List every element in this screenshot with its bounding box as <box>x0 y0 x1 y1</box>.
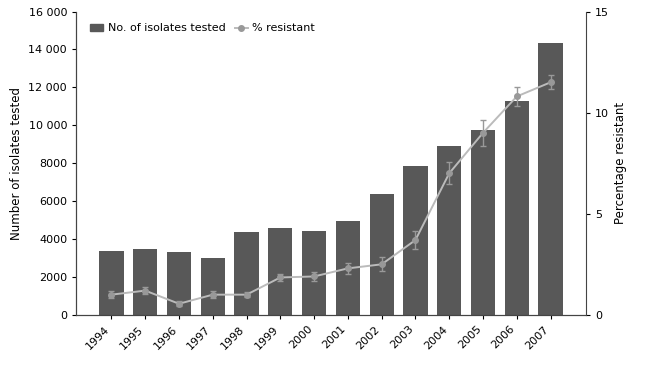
Bar <box>167 252 191 315</box>
Bar <box>471 130 495 315</box>
Bar <box>302 230 326 315</box>
Bar <box>201 258 225 315</box>
Y-axis label: Percentage resistant: Percentage resistant <box>614 102 628 224</box>
Bar <box>403 166 428 315</box>
Bar <box>538 43 563 315</box>
Bar <box>437 146 461 315</box>
Bar <box>369 194 394 315</box>
Bar <box>504 101 529 315</box>
Bar <box>234 232 259 315</box>
Bar <box>99 252 124 315</box>
Legend: No. of isolates tested, % resistant: No. of isolates tested, % resistant <box>87 20 318 37</box>
Bar <box>268 228 293 315</box>
Y-axis label: Number of isolates tested: Number of isolates tested <box>10 87 23 240</box>
Bar <box>336 221 360 315</box>
Bar <box>133 250 158 315</box>
